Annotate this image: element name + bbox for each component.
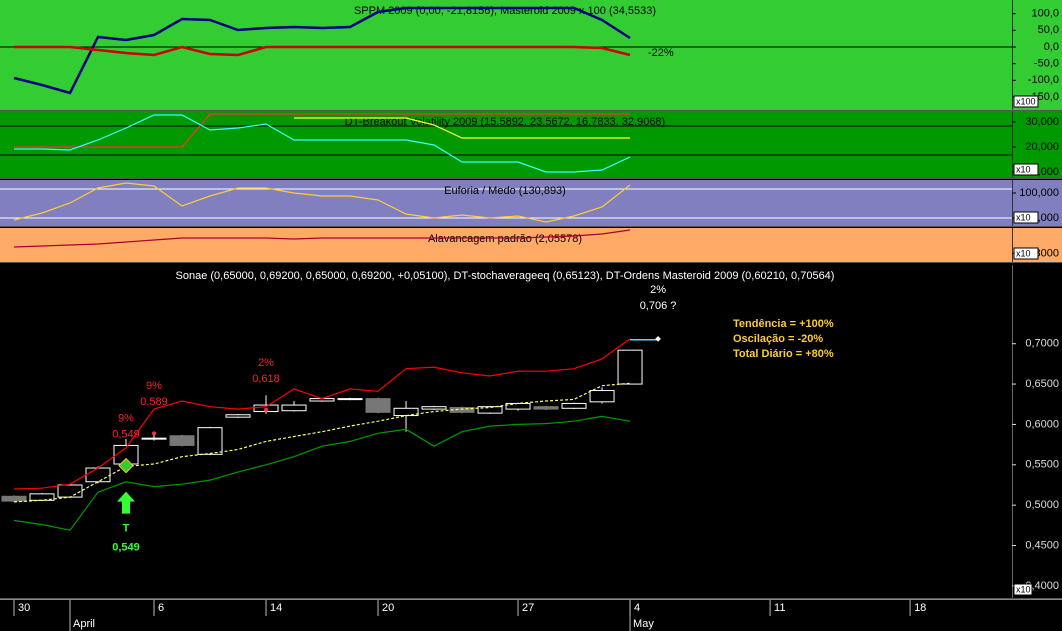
scale-box [1013,583,1033,596]
y-tick-label: 0,0 [1044,41,1059,53]
scale-label: x10 [1016,584,1031,594]
series-line [13,6,631,95]
series-line [13,415,631,531]
candle-body [197,427,223,455]
signal-label: 0,589 [140,396,168,408]
candle-body [29,493,55,501]
pane-title: Sonae (0,65000, 0,69200, 0,65000, 0,6920… [176,270,835,282]
y-tick-label: 0,5000 [1025,499,1059,511]
x-tick-label: 11 [774,602,785,614]
pane-title: DT-Breakout Volatility 2009 (15,5892, 23… [345,116,665,128]
y-tick-label: 100,000 [1019,187,1059,199]
info-line: Tendência = +100% [733,318,834,330]
month-label: May [633,618,654,630]
series-line [13,229,631,248]
candle-body [141,437,167,440]
target-point [655,336,661,342]
pane-title: Euforia / Medo (130,893) [444,185,566,197]
x-tick-label: 30 [18,602,30,614]
target-pct: 2% [650,284,666,296]
series-line [14,45,631,57]
y-tick-label: 0,5500 [1025,459,1059,471]
scale-label: x100 [1016,96,1036,106]
buy-price: 0,549 [112,542,140,554]
candle-body [533,406,559,410]
y-tick-label: -100,0 [1028,74,1059,86]
x-tick-label: 14 [270,602,282,614]
info-line: Total Diário = +80% [733,348,834,360]
y-tick-label: 100,0 [1031,8,1059,20]
candle-body [225,414,251,418]
pane-background [0,265,1062,598]
y-tick-label: 0,6500 [1025,378,1059,390]
candle-body [1,495,27,502]
signal-pct: 9% [146,380,162,392]
scale-box [1013,163,1039,176]
candle-body [561,402,587,409]
series-line [14,114,631,173]
series-line [14,113,630,148]
buy-label: T [123,523,130,535]
x-tick-label: 6 [158,602,164,614]
x-tick-label: 27 [522,602,534,614]
scale-box [1013,95,1039,108]
signal-label: 0,549 [112,429,140,441]
pane-background [0,228,1062,262]
y-tick-label: 0,7000 [1025,338,1059,350]
info-line: Oscilação = -20% [733,333,823,345]
series-line [13,338,631,490]
series-line [13,382,631,503]
y-tick-label: 50,0 [1038,24,1059,36]
y-tick-label: 30,000 [1025,116,1059,128]
candle-body [57,484,83,498]
candle-body [169,435,195,446]
target-label: 0,706 ? [640,300,677,312]
pane-note: -22% [648,47,674,59]
scale-box [1013,247,1039,260]
signal-dot [264,407,269,412]
y-tick-label: 0,4000 [1025,580,1059,592]
candle-body [281,404,307,412]
series-line [294,117,630,139]
candle-body [421,406,447,410]
signal-pct: 9% [118,413,134,425]
candle-body [449,406,475,413]
x-axis-background [0,599,1062,631]
y-tick-label: -50,0 [1034,58,1059,70]
candle-body [617,349,643,385]
candle-body [393,407,419,417]
y-tick-label: 0,6000 [1025,418,1059,430]
pane-background [0,0,1062,110]
scale-box [1013,211,1039,224]
signal-label: 0,618 [252,373,280,385]
pane-title: SPPM 2009 (0,00, -21,8156), Masteroid 20… [354,5,656,17]
signal-pct: 2% [258,357,274,369]
y-tick-label: 0,4500 [1025,539,1059,551]
candle-body [365,398,391,413]
signal-dot [152,431,157,436]
candle-body [337,398,363,401]
x-tick-label: 20 [382,602,394,614]
buy-diamond [118,457,134,474]
candle-body [505,402,531,410]
series-line [13,182,631,223]
buy-arrow [117,491,136,514]
scale-label: x10 [1016,212,1031,222]
month-label: April [73,618,95,630]
candle-body [85,467,111,483]
candle-body [589,390,615,403]
candle-body [477,406,503,414]
x-tick-label: 4 [634,602,640,614]
x-tick-label: 18 [914,602,926,614]
scale-label: x10 [1016,248,1031,258]
scale-label: x10 [1016,164,1031,174]
pane-title: Alavancagem padrão (2,05578) [428,233,582,245]
y-tick-label: 20,000 [1025,141,1059,153]
